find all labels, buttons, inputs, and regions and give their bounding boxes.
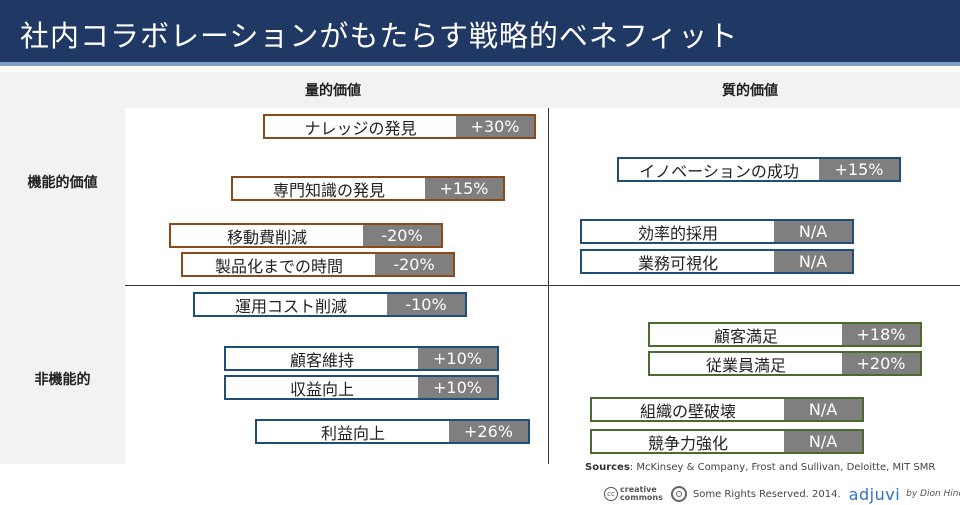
author-byline: by Dion Hinchcliffe	[906, 489, 960, 499]
benefit-work-visibility: 業務可視化 N/A	[580, 249, 854, 274]
benefit-employee-satisfaction: 従業員満足 +20%	[648, 351, 922, 376]
benefit-label: 組織の壁破壊	[639, 401, 736, 421]
benefit-label: イノベーションの成功	[639, 161, 799, 181]
benefit-label: 運用コスト削減	[234, 296, 347, 316]
column-header-quantitative: 量的価値	[305, 83, 361, 99]
sources-text: : McKinsey & Company, Frost and Sullivan…	[629, 462, 936, 473]
benefit-customer-satisfaction: 顧客満足 +18%	[648, 322, 922, 347]
benefit-value: +26%	[449, 421, 528, 442]
benefit-revenue-increase: 収益向上 +10%	[224, 375, 499, 400]
benefit-label: 専門知識の発見	[272, 180, 385, 200]
benefit-label: ナレッジの発見	[304, 118, 417, 138]
benefit-value: N/A	[784, 399, 862, 420]
benefit-label: 製品化までの時間	[214, 256, 343, 276]
slide-title: 社内コラボレーションがもたらす戦略的ベネフィット	[20, 19, 739, 53]
benefit-value: +15%	[819, 159, 899, 180]
benefit-efficient-hiring: 効率的採用 N/A	[580, 219, 854, 244]
benefit-travel-cost-reduction: 移動費削減 -20%	[169, 223, 443, 248]
benefit-expertise-discovery: 専門知識の発見 +15%	[231, 176, 505, 201]
benefit-label: 効率的採用	[637, 223, 718, 243]
benefit-value: N/A	[774, 221, 852, 242]
quadrant-divider-vertical	[548, 108, 549, 464]
row-header-functional: 機能的価値	[27, 175, 98, 191]
benefit-innovation-success: イノベーションの成功 +15%	[617, 157, 901, 182]
benefit-value: +10%	[418, 348, 497, 369]
benefit-label: 収益向上	[289, 379, 354, 399]
benefit-break-silos: 組織の壁破壊 N/A	[590, 397, 864, 422]
benefit-profit-increase: 利益向上 +26%	[255, 419, 530, 444]
benefit-knowledge-discovery: ナレッジの発見 +30%	[263, 114, 536, 139]
title-bar: 社内コラボレーションがもたらす戦略的ベネフィット	[0, 0, 960, 66]
benefit-operating-cost-reduction: 運用コスト削減 -10%	[193, 292, 467, 317]
benefit-value: N/A	[774, 251, 852, 272]
benefit-value: +18%	[842, 324, 920, 345]
cc-text-bottom: commons	[620, 493, 663, 502]
benefit-label: 顧客維持	[289, 350, 354, 370]
creative-commons-logo: cc creative commons	[604, 486, 663, 502]
row-header-non-functional: 非機能的	[34, 372, 91, 388]
benefit-value: +10%	[418, 377, 497, 398]
benefit-time-to-market: 製品化までの時間 -20%	[181, 252, 455, 277]
benefit-label: 顧客満足	[713, 326, 778, 346]
cc-icon: cc	[604, 487, 618, 501]
benefit-value: N/A	[784, 431, 862, 452]
attribution-icon	[670, 486, 687, 502]
benefit-value: -20%	[375, 254, 453, 275]
benefit-label: 競争力強化	[647, 433, 728, 453]
row-header-band	[0, 72, 125, 464]
credit-footer: cc creative commons Some Rights Reserved.…	[604, 483, 960, 505]
cc-text-top: creative	[620, 485, 657, 494]
quadrant-divider-horizontal	[125, 285, 960, 286]
sources-label: Sources	[585, 462, 630, 473]
benefit-value: +15%	[425, 178, 503, 199]
benefit-competitiveness: 競争力強化 N/A	[590, 429, 864, 454]
sources-note: Sources: McKinsey & Company, Frost and S…	[585, 462, 935, 473]
benefit-value: -10%	[387, 294, 465, 315]
benefit-label: 利益向上	[320, 423, 385, 443]
rights-text: Some Rights Reserved. 2014.	[692, 488, 841, 500]
column-header-band	[125, 72, 960, 108]
benefit-value: -20%	[363, 225, 441, 246]
benefit-label: 業務可視化	[637, 253, 718, 273]
benefit-customer-retention: 顧客維持 +10%	[224, 346, 499, 371]
benefit-value: +20%	[842, 353, 920, 374]
column-header-qualitative: 質的価値	[722, 83, 778, 99]
benefit-value: +30%	[456, 116, 534, 137]
adjuvi-logo: adjuvi	[848, 484, 901, 504]
benefit-label: 従業員満足	[705, 355, 786, 375]
benefit-label: 移動費削減	[226, 227, 307, 247]
